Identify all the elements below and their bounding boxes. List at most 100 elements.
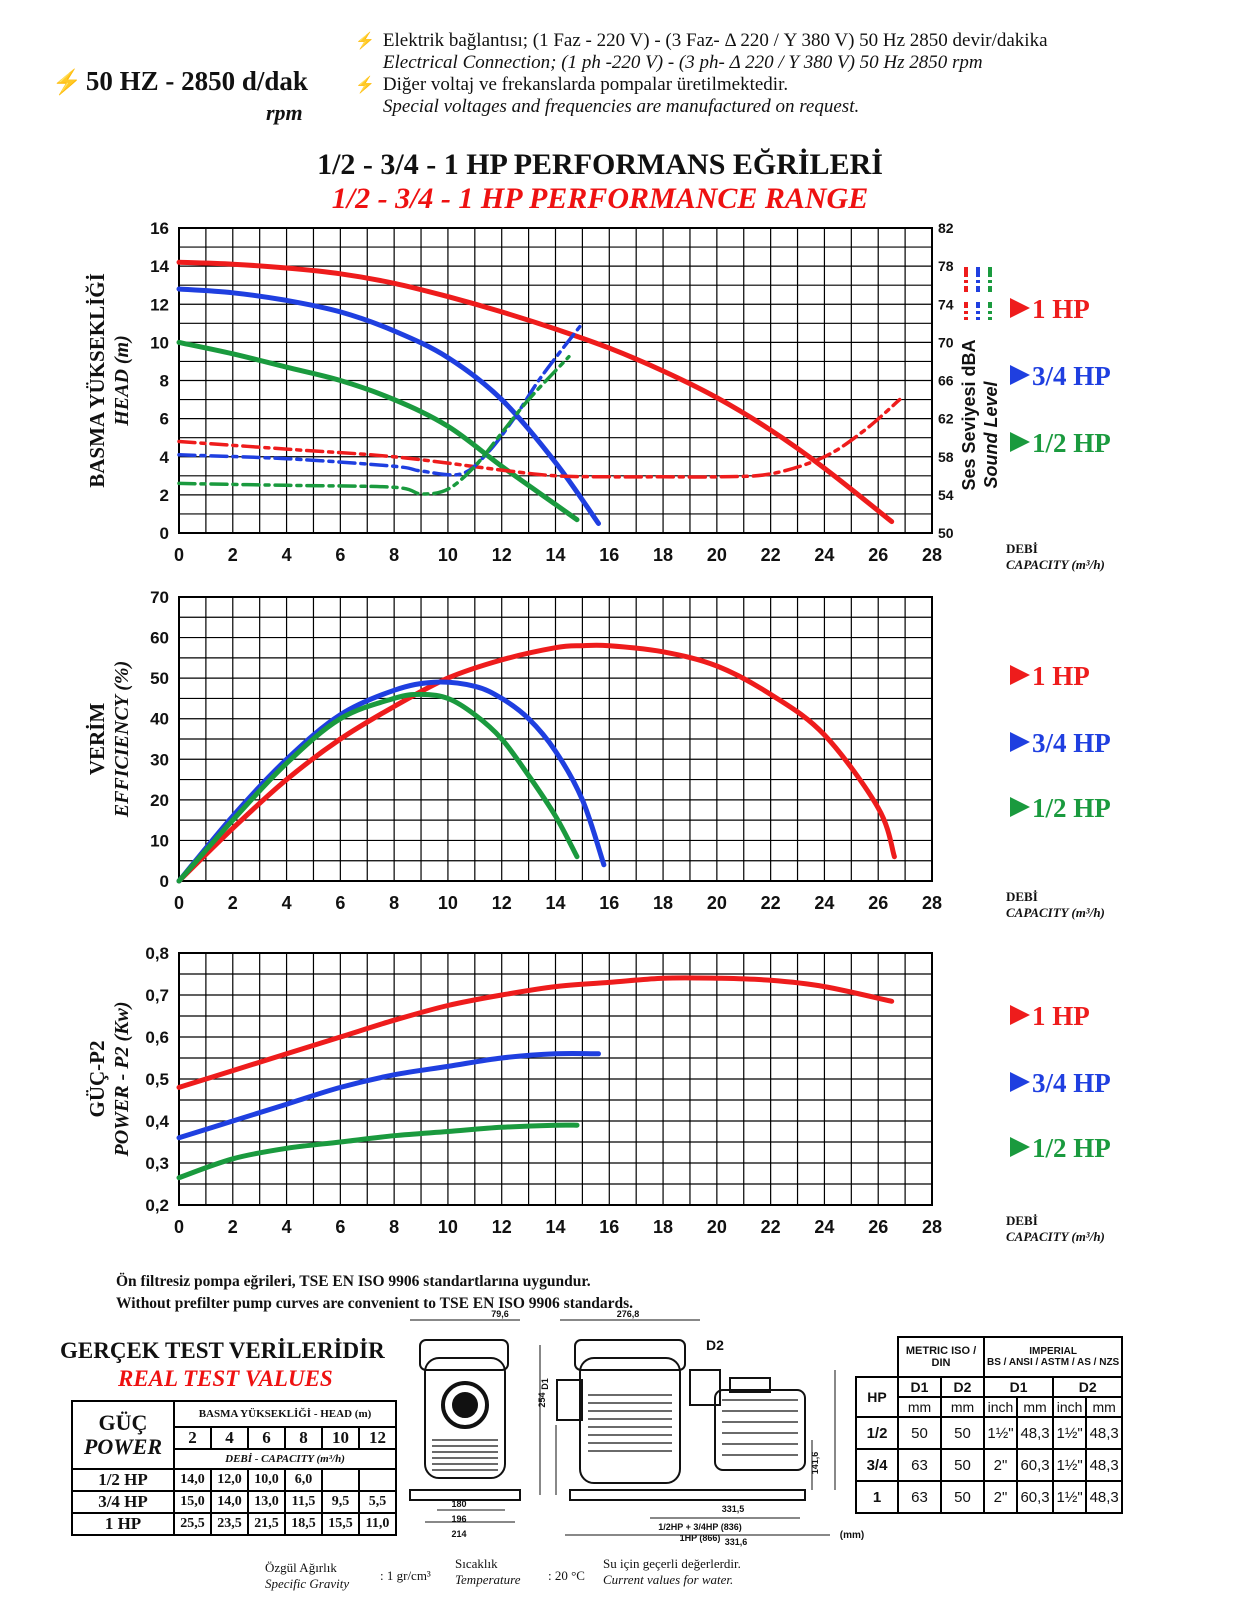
- table-cell: 50: [940, 1416, 985, 1450]
- y-tick-label: 6: [160, 410, 169, 429]
- dimension-label: D2: [706, 1337, 724, 1353]
- table-cell: 1½": [1052, 1416, 1088, 1450]
- d1-metric: D1: [897, 1376, 942, 1398]
- x-tick-label: 24: [814, 1217, 834, 1237]
- legend-label: 3/4 HP: [1032, 361, 1111, 391]
- legend-arrow-icon: [1010, 432, 1030, 452]
- unit-inch: inch: [983, 1396, 1018, 1418]
- x-tick-label: 26: [868, 545, 888, 565]
- y-tick-label: 20: [150, 791, 169, 810]
- head-value: 2: [173, 1426, 212, 1450]
- power-header: GÜÇ POWER: [71, 1400, 175, 1470]
- pump-port-front: [441, 1381, 489, 1429]
- x-tick-label: 28: [922, 893, 942, 913]
- y2-tick-label: 70: [938, 334, 954, 350]
- table-cell: 14,0: [210, 1490, 249, 1514]
- header-info: ⚡ Elektrik bağlantısı; (1 Faz - 220 V) -…: [355, 30, 1048, 118]
- x-tick-label: 20: [707, 893, 727, 913]
- table-cell: 1: [855, 1480, 899, 1514]
- x-tick-label: 6: [335, 893, 345, 913]
- x-tick-label: 10: [438, 545, 458, 565]
- d2-metric: D2: [940, 1376, 985, 1398]
- table-cell: 63: [897, 1448, 942, 1482]
- sg-tr: Özgül Ağırlık: [265, 1560, 337, 1575]
- y-tick-label: 0,5: [145, 1070, 169, 1089]
- table-cell: 15,5: [321, 1512, 360, 1536]
- y2-tick-label: 58: [938, 449, 954, 465]
- y-tick-label: 0,2: [145, 1196, 169, 1215]
- title-en: 1/2 - 3/4 - 1 HP PERFORMANCE RANGE: [331, 182, 869, 215]
- y2-tick-label: 82: [938, 220, 954, 236]
- drawing-dims: 79,6 276,8 D2 D1 196 254 331,5 141,6 331,6 1/2HP …: [451, 1309, 864, 1547]
- x-tick-label: 12: [492, 545, 512, 565]
- title-tr: 1/2 - 3/4 - 1 HP PERFORMANS EĞRİLERİ: [317, 148, 883, 181]
- table-cell: 60,3: [1015, 1480, 1055, 1514]
- legend-arrow-icon: [1010, 298, 1030, 318]
- row-hp: 1 HP: [71, 1512, 175, 1536]
- table-cell: 6,0: [284, 1468, 323, 1492]
- dimension-label: 1/2HP + 3/4HP (836): [658, 1522, 741, 1532]
- x-tick-label: 24: [814, 545, 834, 565]
- x-tick-label: 4: [282, 893, 292, 913]
- x-tick-label: 28: [922, 545, 942, 565]
- table-cell: 50: [897, 1416, 942, 1450]
- y-tick-label: 14: [150, 257, 169, 276]
- dimension-label: 276,8: [617, 1309, 640, 1319]
- x-tick-label: 0: [174, 545, 184, 565]
- table-cell: 2": [983, 1448, 1018, 1482]
- unit-inch: inch: [1052, 1396, 1088, 1418]
- y-tick-label: 0,4: [145, 1112, 169, 1131]
- imperial-header: IMPERIAL BS / ANSI / ASTM / AS / NZS: [982, 1336, 1124, 1378]
- curve-hp34: [176, 286, 601, 526]
- table-cell: 1/2: [855, 1416, 899, 1450]
- legend-label: 1 HP: [1032, 294, 1090, 324]
- pump-body-side: [579, 1357, 681, 1484]
- legend-arrow-icon: [1010, 797, 1030, 817]
- chart-3: 0 2 4 6 8 10 12 14 16 18 20 22 24 26 280,20,30,40,50,6…: [85, 944, 1111, 1244]
- head-value: 6: [247, 1426, 286, 1450]
- y-tick-label: 70: [150, 588, 169, 607]
- pump-drawing: [409, 1319, 836, 1536]
- outlet-d2: [689, 1369, 721, 1406]
- head-value: 4: [210, 1426, 249, 1450]
- x-tick-label: 18: [653, 1217, 673, 1237]
- legend-label: 1 HP: [1032, 661, 1090, 691]
- pump-cap-front: [419, 1339, 509, 1371]
- curve-hp1: [176, 975, 895, 1090]
- hp-header: HP: [855, 1376, 899, 1418]
- sound-curve-hp12: [177, 354, 571, 496]
- dimension-label: 180: [451, 1499, 466, 1509]
- temp-value: : 20 °C: [548, 1568, 585, 1583]
- y2-tick-label: 74: [938, 296, 954, 312]
- legend-label: 3/4 HP: [1032, 1068, 1111, 1098]
- y2-tick-label: 62: [938, 411, 954, 427]
- pump-base-front: [409, 1489, 521, 1501]
- unit-mm: mm: [897, 1396, 942, 1418]
- x-tick-label: 16: [599, 893, 619, 913]
- table-cell: 11,0: [358, 1512, 397, 1536]
- curve-hp12: [176, 1122, 580, 1181]
- imperial-sub: BS / ANSI / ASTM / AS / NZS: [987, 1357, 1120, 1368]
- d2-imperial: D2: [1052, 1376, 1124, 1398]
- x-tick-label: 24: [814, 893, 834, 913]
- header-left: ⚡ 50 HZ - 2850 d/dak: [52, 66, 308, 97]
- dimension-label: 79,6: [491, 1309, 509, 1319]
- legend-label: 3/4 HP: [1032, 728, 1111, 758]
- motor-body: [714, 1389, 806, 1471]
- table-cell: 9,5: [321, 1490, 360, 1514]
- table-cell: 60,3: [1015, 1448, 1055, 1482]
- table-cell: 23,5: [210, 1512, 249, 1536]
- table-cell: 10,0: [247, 1468, 286, 1492]
- header-line-3: Diğer voltaj ve frekanslarda pompalar ür…: [382, 74, 789, 95]
- legend-label: 1/2 HP: [1032, 428, 1111, 458]
- dimension-label: D1: [540, 1378, 550, 1390]
- x-tick-label: 22: [761, 545, 781, 565]
- y-tick-label: 0: [160, 524, 169, 543]
- y-tick-label: 0: [160, 872, 169, 891]
- x-tick-label: 26: [868, 1217, 888, 1237]
- x-tick-label: 14: [545, 893, 565, 913]
- y2-axis-label-tr: Ses Seviyesi dBA: [959, 339, 979, 490]
- x-tick-label: 8: [389, 545, 399, 565]
- table-row: 1/2 50 50 1½" 48,3 1½" 48,3: [855, 1416, 1124, 1450]
- power-en: POWER: [83, 1434, 163, 1459]
